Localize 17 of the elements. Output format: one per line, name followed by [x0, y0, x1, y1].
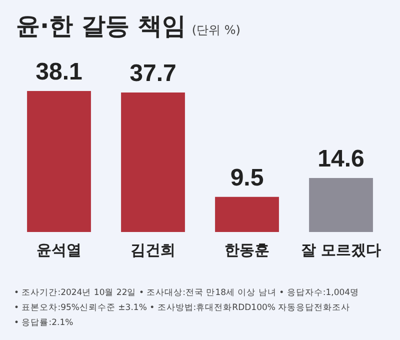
bar	[27, 91, 91, 232]
x-tick-label: 한동훈	[224, 240, 270, 259]
text: • 응답률:2.1%	[14, 317, 74, 330]
data-label: 38.1	[36, 58, 82, 86]
x-tick-label: 잘 모르겠다	[300, 240, 382, 259]
x-tick-label: 김건희	[130, 240, 176, 259]
x-tick-label: 윤석열	[36, 240, 82, 259]
chart-subtitle: (단위 %)	[192, 22, 240, 39]
data-label: 14.6	[318, 146, 364, 173]
data-label: 9.5	[230, 164, 264, 192]
bar	[121, 92, 185, 232]
data-label: 37.7	[130, 60, 176, 88]
bar	[215, 196, 279, 232]
text: • 조사기간:2024년 10월 22일 • 조사대상:전국 만18세 이상 남녀 • 응답자수:1,004명	[14, 287, 360, 300]
text: • 표본오차:95%신뢰수준 ±3.1% • 조사방법:휴대전화RDD100% 자동응답전화조사	[14, 302, 352, 315]
bar	[309, 178, 373, 232]
chart-title: 윤·한 갈등 책임	[16, 11, 186, 42]
